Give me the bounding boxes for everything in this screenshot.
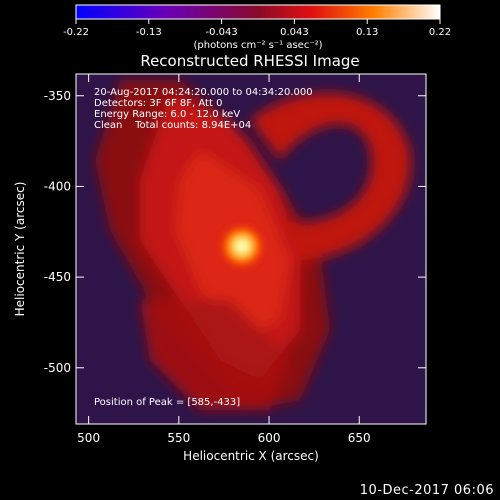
emission-structure — [95, 80, 412, 410]
y-tick-label: -400 — [44, 179, 71, 193]
x-tick-label: 500 — [77, 431, 100, 445]
colorbar-tick-label: 0.22 — [429, 27, 451, 38]
colorbar-tick-label: -0.13 — [136, 27, 162, 38]
colorbar-ticks: -0.22 -0.13 -0.043 0.043 0.13 0.22 — [63, 19, 451, 38]
colorbar-tick-label: -0.043 — [205, 27, 237, 38]
chart-title: Reconstructed RHESSI Image — [140, 52, 360, 70]
image-area — [76, 74, 426, 424]
colorbar — [75, 4, 441, 20]
colorbar-unit-label: (photons cm⁻² s⁻¹ asec⁻²) — [193, 40, 322, 51]
time-range-annotation: 20-Aug-2017 04:24:20.000 to 04:34:20.000 — [94, 87, 313, 98]
detectors-annotation: Detectors: 3F 6F 8F, Att 0 — [94, 98, 223, 109]
x-tick-label: 650 — [348, 431, 371, 445]
y-tick-label: -500 — [44, 361, 71, 375]
x-tick-label: 600 — [258, 431, 281, 445]
total-counts-annotation: Clean Total counts: 8.94E+04 — [94, 120, 252, 131]
colorbar-tick-label: -0.22 — [63, 27, 89, 38]
colorbar-tick-label: 0.043 — [280, 27, 309, 38]
x-axis-ticks: 500 550 600 650 — [77, 74, 371, 445]
y-tick-label: -350 — [44, 89, 71, 103]
plot-frame — [75, 73, 427, 425]
peak-position-annotation: Position of Peak = [585,-433] — [94, 397, 241, 408]
colorbar-tick-label: 0.13 — [356, 27, 378, 38]
energy-range-annotation: Energy Range: 6.0 - 12.0 keV — [94, 109, 241, 120]
y-axis-ticks: -350 -400 -450 -500 — [44, 89, 426, 375]
x-tick-label: 550 — [167, 431, 190, 445]
peak-brightness-spot — [219, 224, 264, 269]
x-axis-label: Heliocentric X (arcsec) — [183, 449, 319, 463]
y-tick-label: -450 — [44, 270, 71, 284]
y-axis-label: Heliocentric Y (arcsec) — [13, 182, 27, 317]
footer-date: 10-Dec-2017 06:06 — [359, 483, 494, 498]
